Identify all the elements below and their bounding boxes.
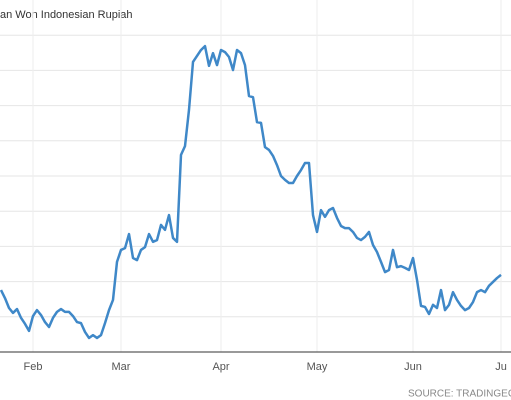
source: SOURCE: TRADINGECON: [408, 389, 511, 400]
price-line: [0, 44, 502, 340]
x-tick-label: Jun: [404, 361, 422, 373]
chart-title: an Won Indonesian Rupiah: [0, 9, 133, 21]
x-tick-label: May: [307, 361, 328, 373]
x-tick-label: Apr: [212, 361, 229, 373]
x-tick-label: Ju: [495, 361, 507, 373]
x-tick-label: Feb: [24, 361, 43, 373]
x-tick-label: Mar: [112, 361, 131, 373]
